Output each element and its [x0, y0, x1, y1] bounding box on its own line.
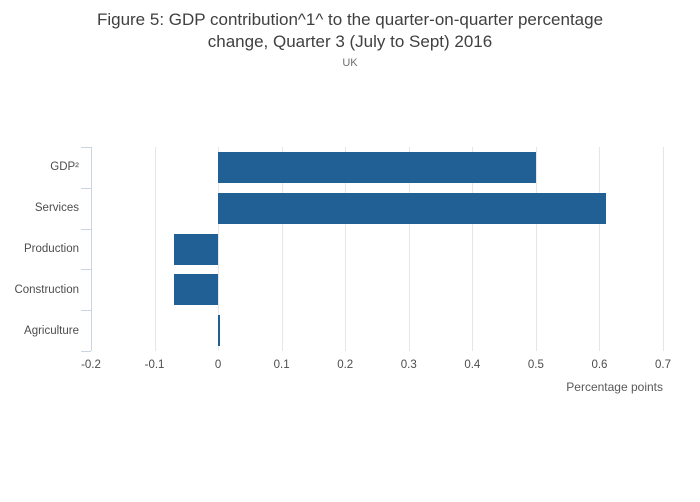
- gridline--0.1: [154, 147, 156, 351]
- gridline-0.7: [663, 147, 664, 351]
- x-axis-tick-label-0.7: 0.7: [655, 359, 671, 371]
- x-axis-tick-label--0.1: -0.1: [144, 359, 165, 371]
- x-axis-tick-label-0.3: 0.3: [400, 359, 417, 371]
- y-axis-tick: [81, 269, 91, 271]
- x-axis-tick-label-0.6: 0.6: [591, 359, 608, 371]
- gridline-0.5: [535, 147, 537, 351]
- chart-title: Figure 5: GDP contribution^1^ to the qua…: [0, 9, 700, 53]
- bar-agriculture[interactable]: [218, 315, 220, 347]
- y-axis-label-agriculture: Agriculture: [24, 324, 79, 337]
- bar-production[interactable]: [173, 233, 219, 265]
- x-axis-tick-label-0.1: 0.1: [273, 359, 290, 371]
- y-axis-label-construction: Construction: [14, 283, 79, 296]
- y-axis-label-gdp: GDP²: [50, 161, 79, 174]
- bar-services[interactable]: [218, 192, 606, 224]
- gridline-0.2: [345, 147, 347, 351]
- x-axis-tick-label-0.4: 0.4: [464, 359, 481, 371]
- gridline-0: [218, 147, 220, 351]
- chart-title-line-1: Figure 5: GDP contribution^1^ to the qua…: [96, 10, 604, 29]
- y-axis-tick: [81, 187, 91, 189]
- x-axis-tick-label-0.2: 0.2: [337, 359, 354, 371]
- gridline-0.6: [599, 147, 601, 351]
- gridline-0.3: [408, 147, 410, 351]
- y-axis-tick: [81, 147, 91, 148]
- x-axis-tick-label--0.2: -0.2: [81, 359, 101, 371]
- gridline-0.4: [472, 147, 474, 351]
- bar-gdp[interactable]: [218, 151, 536, 183]
- y-axis-label-production: Production: [24, 243, 79, 255]
- y-axis-tick: [81, 228, 91, 230]
- y-axis-label-services: Services: [34, 202, 79, 215]
- bar-construction[interactable]: [173, 274, 219, 306]
- y-axis-line: [91, 147, 92, 351]
- y-axis-tick: [81, 310, 91, 312]
- x-axis-tick-label-0.5: 0.5: [527, 359, 544, 371]
- gridline-0.1: [281, 147, 283, 351]
- chart-title-line-2: change, Quarter 3 (July to Sept) 2016: [207, 32, 493, 51]
- y-axis-tick: [81, 351, 91, 352]
- chart-subtitle: UK: [342, 57, 358, 69]
- x-axis-tick-label-0: 0: [214, 359, 222, 371]
- x-axis-title: Percentage points: [566, 380, 663, 394]
